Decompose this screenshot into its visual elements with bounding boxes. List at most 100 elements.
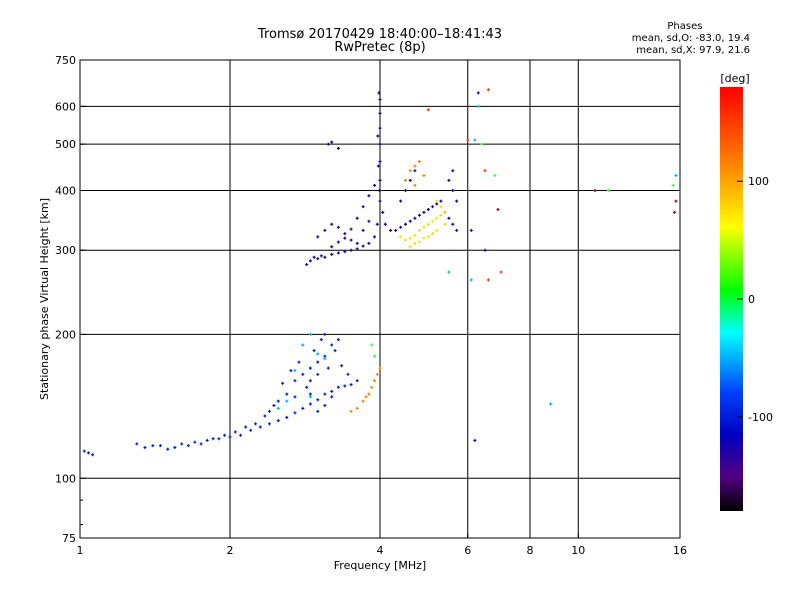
data-point [378, 366, 382, 370]
data-point [443, 222, 447, 226]
phase-legend-x-stats: mean, sd,X: 97.9, 21.6 [636, 45, 750, 56]
data-point [549, 402, 553, 406]
data-point [267, 422, 271, 426]
data-point [199, 442, 203, 446]
colorbar-label: [deg] [720, 72, 749, 85]
data-point [447, 178, 451, 182]
data-point [361, 205, 365, 209]
data-point [378, 126, 382, 130]
data-point [293, 411, 297, 415]
data-point [316, 409, 320, 413]
data-point [343, 232, 347, 236]
phase-legend-title: Phases [667, 21, 703, 32]
data-point [343, 236, 347, 240]
data-point [349, 227, 353, 231]
data-point [330, 395, 334, 399]
colorbar-tick-label: 100 [748, 175, 769, 188]
data-point [355, 247, 359, 251]
data-point [186, 444, 190, 448]
data-point [593, 188, 597, 192]
data-point [377, 188, 381, 192]
data-point [301, 343, 305, 347]
data-point [364, 395, 368, 399]
data-point [367, 194, 371, 198]
data-point [349, 409, 353, 413]
data-point [143, 445, 147, 449]
data-point [435, 228, 439, 232]
data-point [451, 222, 455, 226]
data-point [370, 343, 374, 347]
data-point [417, 159, 421, 163]
colorbar [720, 87, 743, 511]
data-point [422, 225, 426, 229]
chart-subtitle: RwPretec (8p) [334, 40, 426, 55]
y-tick-label: 75 [62, 532, 76, 545]
y-tick-label: 200 [55, 328, 76, 341]
data-point [439, 213, 443, 217]
data-point [399, 235, 403, 239]
y-tick-label: 300 [55, 244, 76, 257]
data-point [435, 199, 439, 203]
data-point [435, 202, 439, 206]
data-point [493, 173, 497, 177]
data-point [480, 142, 484, 146]
data-point [674, 173, 678, 177]
phase-legend: Phases mean, sd,O: -83.0, 19.4 mean, sd,… [632, 21, 750, 57]
data-point [323, 357, 327, 361]
data-point [417, 228, 421, 232]
data-point [330, 245, 334, 249]
data-point [469, 228, 473, 232]
data-point [403, 178, 407, 182]
x-tick-label: 10 [571, 544, 585, 557]
x-tick-label: 16 [673, 544, 687, 557]
data-point [375, 372, 379, 376]
data-point [607, 188, 611, 192]
data-point [483, 169, 487, 173]
data-point [455, 199, 459, 203]
data-point [413, 241, 417, 245]
data-point [417, 240, 421, 244]
data-point [674, 199, 678, 203]
data-point [403, 188, 407, 192]
data-point [308, 379, 312, 383]
data-point [276, 406, 280, 410]
data-point [349, 248, 353, 252]
data-point [378, 199, 382, 203]
data-point [293, 379, 297, 383]
data-point [486, 88, 490, 92]
data-points [82, 88, 678, 457]
data-point [378, 159, 382, 163]
data-point [375, 222, 379, 226]
data-point [413, 164, 417, 168]
data-point [308, 366, 312, 370]
y-axis-label: Stationary phase Virtual Height [km] [38, 198, 51, 400]
data-point [431, 219, 435, 223]
data-point [403, 238, 407, 242]
data-point [349, 383, 353, 387]
data-point [426, 235, 430, 239]
data-point [285, 416, 289, 420]
data-point [383, 222, 387, 226]
data-point [443, 210, 447, 214]
data-point [361, 399, 365, 403]
data-point [373, 183, 377, 187]
data-point [333, 349, 337, 353]
data-point [413, 216, 417, 220]
data-point [205, 438, 209, 442]
data-point [308, 402, 312, 406]
data-point [378, 98, 382, 102]
data-point [426, 222, 430, 226]
data-point [308, 332, 312, 336]
data-point [297, 360, 301, 364]
data-point [211, 437, 215, 441]
data-point [422, 236, 426, 240]
data-point [476, 91, 480, 95]
data-point [355, 379, 359, 383]
y-tick-label: 750 [55, 54, 76, 67]
x-tick-label: 2 [227, 544, 234, 557]
data-point [349, 238, 353, 242]
data-point [367, 241, 371, 245]
colorbar-tick-label: 0 [748, 293, 755, 306]
y-tick-label: 600 [55, 100, 76, 113]
data-point [370, 385, 374, 389]
